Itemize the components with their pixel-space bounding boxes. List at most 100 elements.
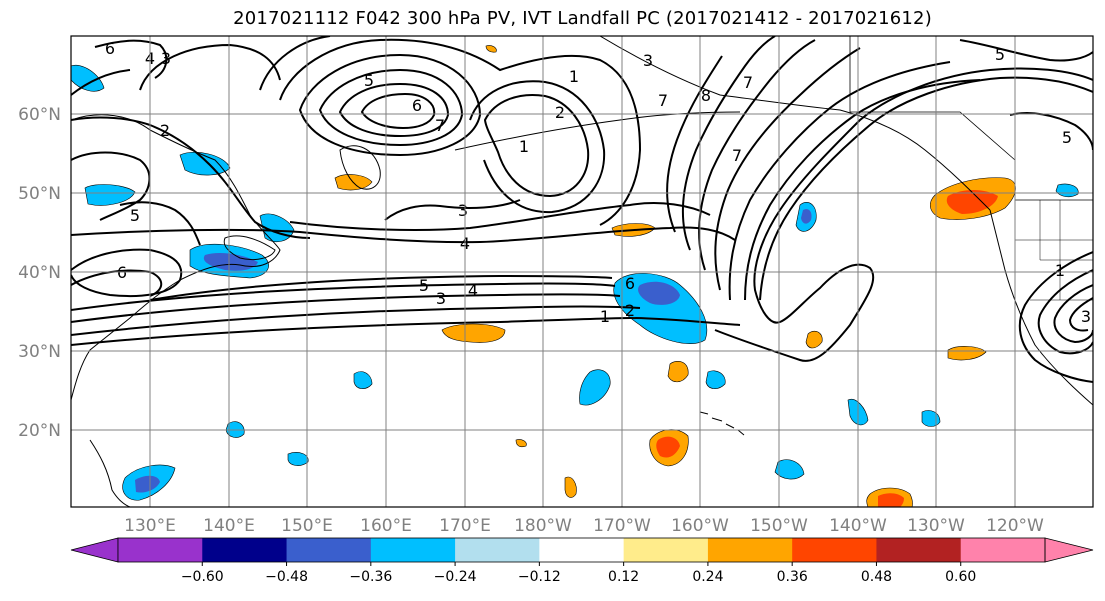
contour-line (714, 67, 1093, 362)
contour-line (71, 69, 131, 96)
contour-line (1068, 297, 1093, 332)
colorbar-segment (286, 538, 372, 562)
neg-region (774, 459, 805, 480)
pos-region (515, 439, 527, 448)
lat-tick-label: 40°N (18, 263, 61, 283)
lon-tick-label: 160°E (360, 516, 412, 536)
us-states (1015, 200, 1093, 301)
colorbar-tick-label: −0.60 (181, 569, 224, 585)
contour-line (959, 39, 1093, 62)
alaska-coast (599, 36, 991, 211)
contour-label: 4 (468, 281, 478, 300)
pos-core (878, 493, 904, 507)
colorbar-tick-label: 0.24 (692, 569, 723, 585)
contour-label: 6 (105, 39, 115, 58)
colorbar-segment (623, 538, 709, 562)
contour-label: 7 (658, 91, 668, 110)
contour-label: 7 (732, 146, 742, 165)
contour-line (71, 248, 183, 298)
contour-line (384, 199, 521, 221)
lon-tick-label: 170°W (593, 516, 651, 536)
colorbar-tick-label: −0.48 (265, 569, 308, 585)
colorbar-tick-label: 0.60 (945, 569, 976, 585)
contour-line (71, 151, 151, 221)
contour-line (94, 39, 168, 79)
neg-core (135, 475, 160, 493)
contour-label: 5 (419, 276, 429, 295)
lon-tick-label: 130°E (124, 516, 176, 536)
neg-region (613, 273, 708, 344)
colorbar-segment (370, 538, 456, 562)
contour-line (71, 316, 741, 346)
contour-label: 1 (600, 307, 610, 326)
contour-line (759, 76, 1093, 301)
philippines (89, 439, 131, 507)
colorbar-tick-label: 0.12 (608, 569, 639, 585)
neg-core (638, 281, 680, 305)
contour-label: 3 (161, 49, 171, 68)
lon-tick-label: 150°W (750, 516, 808, 536)
contour-label: 7 (743, 73, 753, 92)
pos-region (564, 476, 577, 498)
pos-region (947, 346, 987, 361)
contour-label: 6 (625, 274, 635, 293)
colorbar-segment (118, 538, 203, 562)
lat-tick-label: 60°N (18, 105, 61, 125)
neg-region (579, 369, 611, 406)
pos-core (656, 436, 680, 458)
colorbar-segment (876, 538, 962, 562)
contour-label: 5 (1062, 128, 1072, 147)
contour-label: 5 (995, 45, 1005, 64)
contour-label: 1 (1055, 261, 1065, 280)
contour-label: 3 (1081, 307, 1091, 326)
lon-tick-label: 160°W (671, 516, 729, 536)
colorbar-segment (455, 538, 540, 562)
contour-line (298, 53, 482, 157)
pos-region (441, 323, 506, 343)
colorbar-extend-max (1044, 537, 1094, 563)
contour-line (71, 116, 311, 239)
contour-line (139, 43, 281, 91)
colorbar-tick-label: −0.36 (349, 569, 392, 585)
colorbar-tick-label: −0.24 (434, 569, 477, 585)
pos-region (485, 45, 497, 53)
contour-line (1037, 269, 1093, 355)
contour-line (71, 226, 736, 244)
negative-anomaly-shading (71, 64, 1079, 501)
lon-tick-label: 120°W (986, 516, 1044, 536)
asia-coast (71, 114, 281, 401)
pv-contours (71, 36, 1093, 383)
contour-line (1009, 112, 1093, 151)
contour-line (71, 282, 616, 311)
contour-line (469, 80, 606, 214)
contour-line (338, 82, 450, 138)
contour-line (744, 79, 981, 301)
colorbar-segment (960, 538, 1046, 562)
colorbar-tick-label: 0.36 (777, 569, 808, 585)
contour-label: 7 (435, 116, 445, 135)
contour-line (318, 68, 464, 147)
lon-tick-label: 140°W (829, 516, 887, 536)
contour-label: 3 (458, 201, 468, 220)
latitude-labels: 60°N 50°N 40°N 30°N 20°N (18, 105, 61, 441)
colorbar-segment (202, 538, 288, 562)
neg-core (801, 209, 812, 224)
contour-line (1053, 284, 1093, 344)
contour-label: 5 (364, 71, 374, 90)
map-frame (70, 35, 1094, 508)
colorbar-tick-label: 0.48 (861, 569, 892, 585)
lon-tick-label: 180°W (514, 516, 572, 536)
contour-label: 2 (625, 301, 635, 320)
lon-tick-label: 130°W (907, 516, 965, 536)
contour-label: 1 (569, 67, 579, 86)
aleutians (454, 111, 741, 151)
contour-line (360, 92, 436, 130)
contour-line (289, 202, 711, 231)
lat-tick-label: 50°N (18, 184, 61, 204)
hawaii-islands (699, 411, 745, 436)
contour-line (71, 305, 641, 336)
contour-label: 2 (555, 103, 565, 122)
longitude-labels: 130°E 140°E 150°E 160°E 170°E 180°W 170°… (124, 516, 1044, 536)
contour-label: 2 (160, 121, 170, 140)
neg-region (705, 370, 726, 389)
